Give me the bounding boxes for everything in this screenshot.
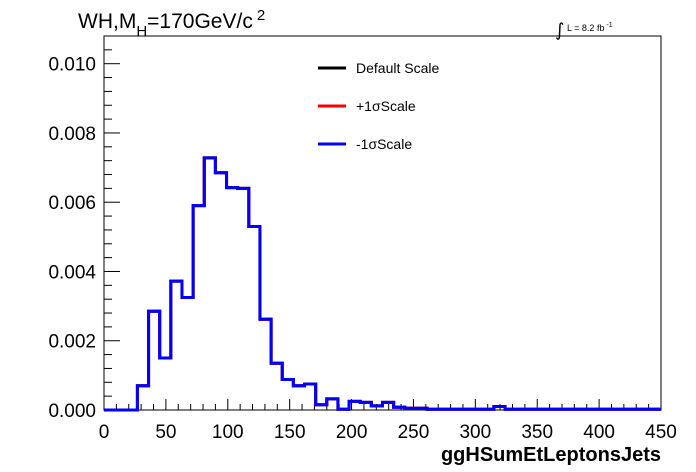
x-tick-label: 200 — [336, 422, 368, 443]
series-group — [104, 156, 661, 412]
chart-title: WH,MH=170GeV/c 2 — [78, 7, 265, 40]
plot-frame — [103, 35, 662, 411]
lumi-label: L = 8.2 fb -1 — [567, 22, 613, 33]
lumi-text: L = 8.2 fb — [567, 23, 604, 33]
x-axis: 0 50 100 150 200 250 300 350 400 450 — [99, 399, 677, 443]
y-axis: 0.000 0.002 0.004 0.006 0.008 0.010 — [48, 35, 120, 422]
x-tick-label: 50 — [155, 422, 176, 443]
y-tick-label: 0.002 — [48, 332, 96, 353]
y-tick-label: 0.000 — [48, 401, 96, 422]
legend-label: Default Scale — [356, 60, 439, 76]
x-tick-label: 250 — [398, 422, 430, 443]
x-tick-label: 300 — [459, 422, 491, 443]
legend-label: +1σScale — [356, 98, 416, 114]
title-rest: =170GeV/c — [147, 10, 253, 33]
x-tick-label: 400 — [583, 422, 615, 443]
title-main: WH,M — [78, 10, 136, 33]
x-tick-label: 150 — [274, 422, 306, 443]
lumi-integral-sign: ∫ — [555, 20, 564, 41]
legend-label: -1σScale — [356, 136, 412, 152]
series-line-0 — [104, 156, 661, 412]
x-axis-label: ggHSumEtLeptonsJets — [441, 444, 661, 466]
lumi-superscript: -1 — [606, 22, 612, 29]
title-superscript: 2 — [257, 7, 265, 24]
y-tick-label: 0.008 — [48, 124, 96, 145]
y-tick-label: 0.006 — [48, 193, 96, 214]
x-tick-label: 450 — [645, 422, 677, 443]
x-tick-label: 350 — [521, 422, 553, 443]
series-line-1 — [104, 156, 661, 412]
y-tick-label: 0.004 — [48, 262, 96, 283]
x-tick-label: 0 — [99, 422, 110, 443]
legend: Default Scale +1σScale -1σScale — [318, 60, 439, 152]
title-subscript: H — [136, 23, 147, 40]
series-line-2 — [104, 156, 661, 412]
y-tick-label: 0.010 — [48, 55, 96, 76]
x-tick-label: 100 — [212, 422, 244, 443]
